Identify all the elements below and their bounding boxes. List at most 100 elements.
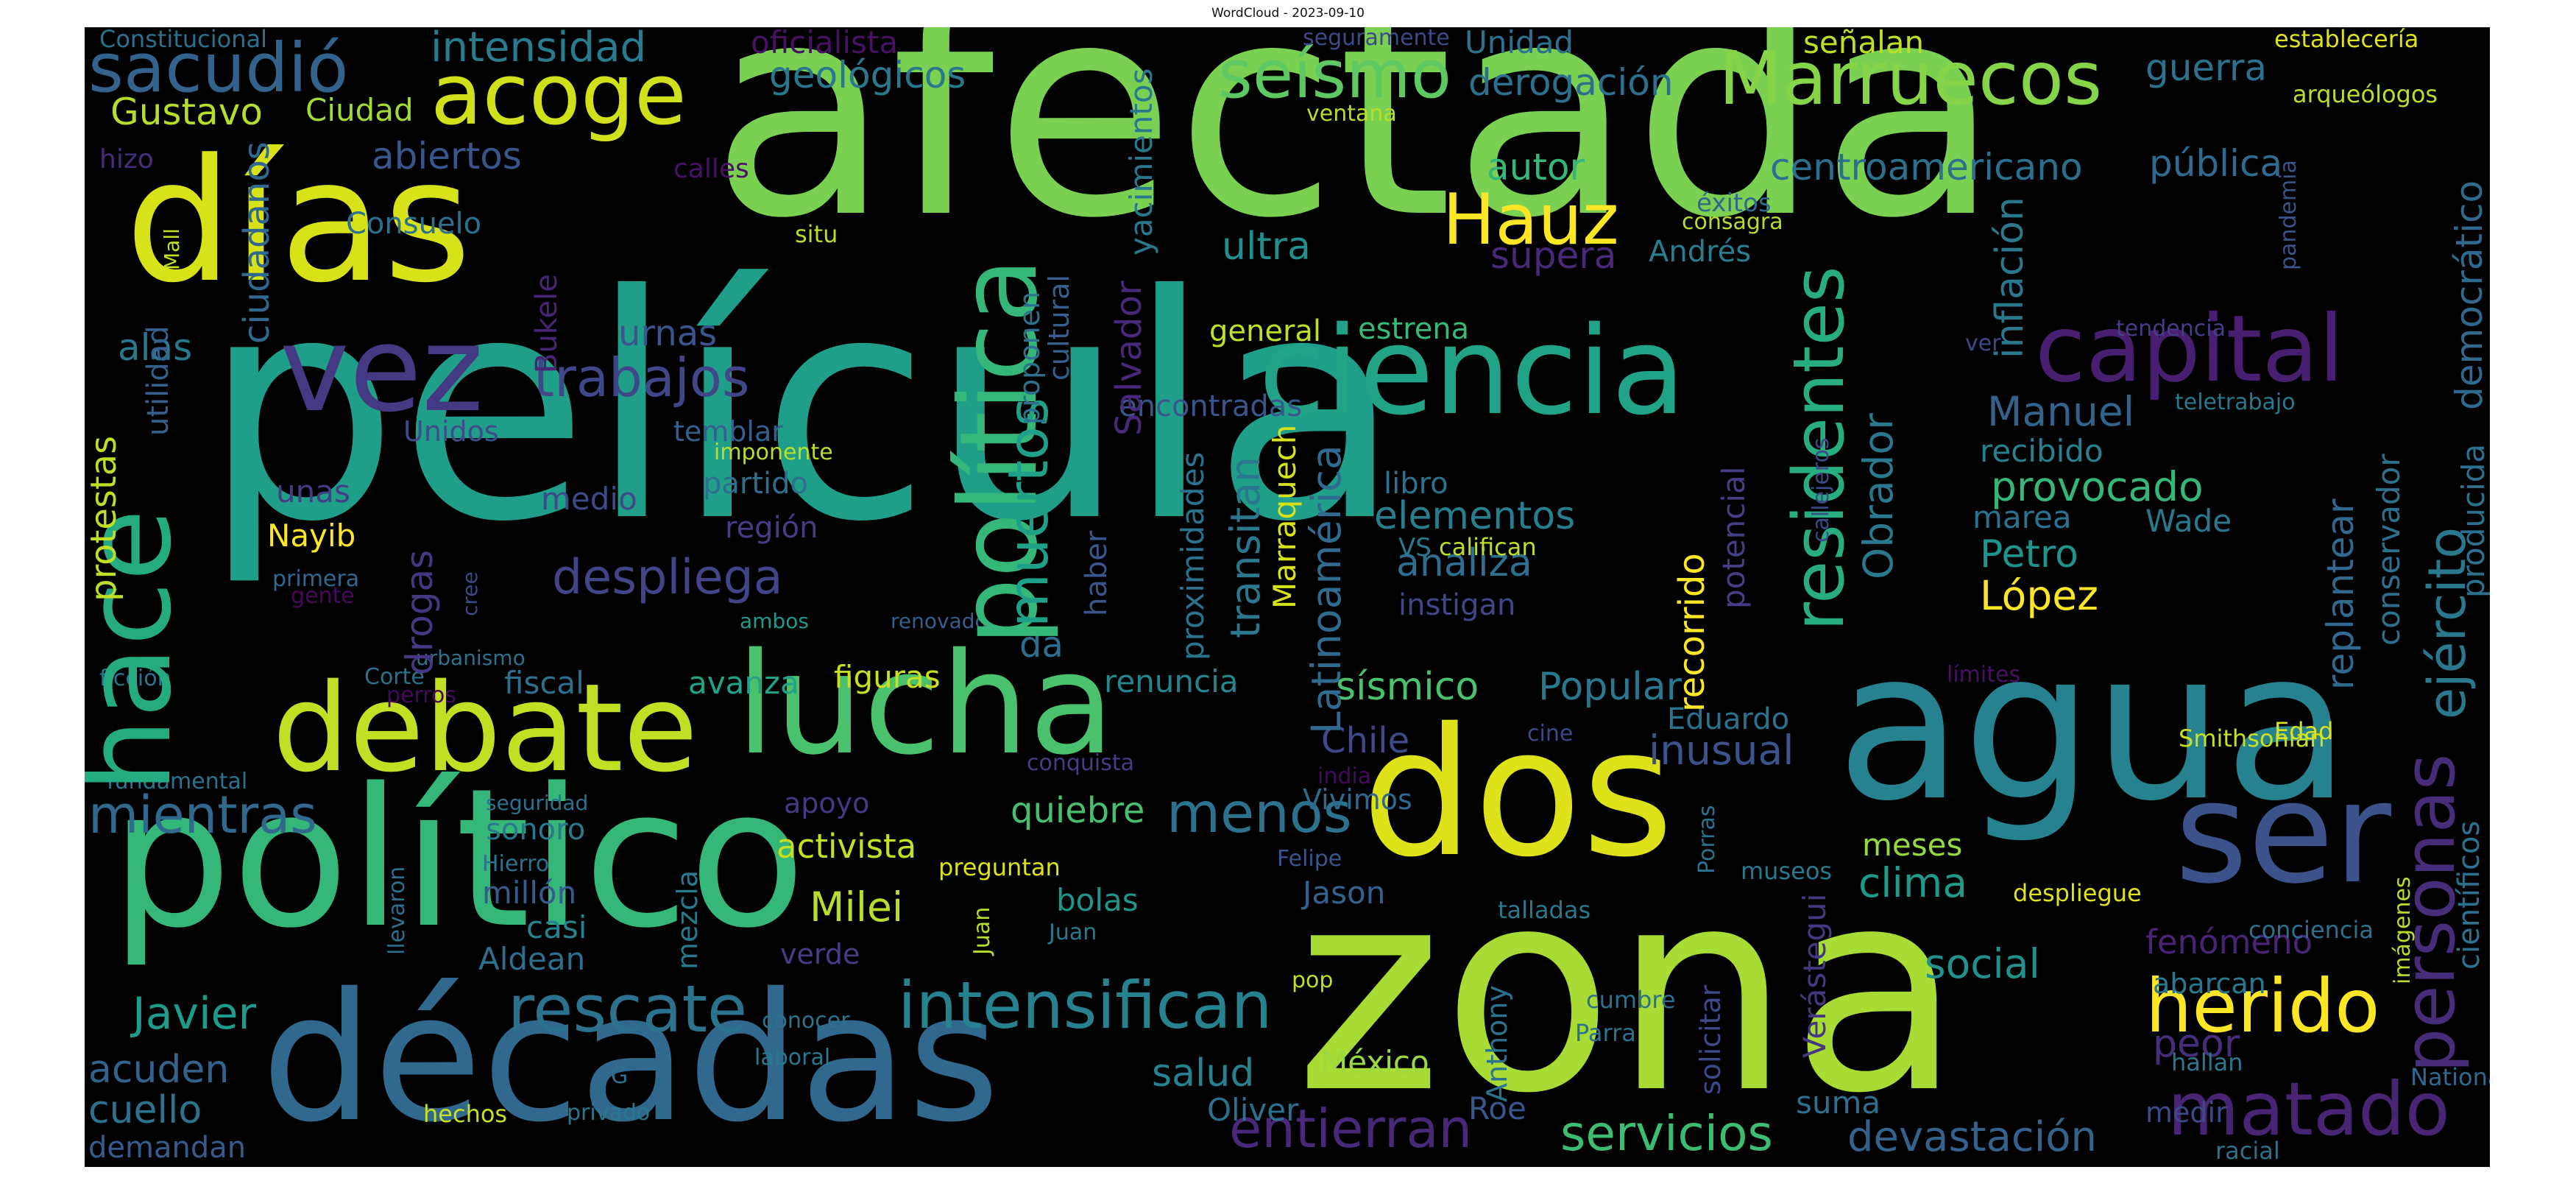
word-anthony: Verástegui	[1797, 893, 1833, 1058]
word-cientificos: científicos	[2452, 820, 2486, 970]
word-vez: vez	[280, 300, 484, 438]
word-seguramente: seguramente	[1303, 27, 1450, 51]
word-vivimos: india	[1317, 763, 1372, 789]
word-acoge: acoge	[431, 46, 687, 144]
word-fiscal: fiscal	[504, 665, 584, 701]
word-geologicos: geológicos	[769, 54, 966, 96]
word-wade: Wade	[2145, 503, 2232, 539]
word-eduardo: Eduardo	[1667, 702, 1790, 736]
word-ciudadanos: ciudadanos	[236, 141, 277, 344]
word-solicitar: conciencia	[2248, 916, 2374, 944]
word-matado: matado	[2168, 1066, 2450, 1152]
word-privado: G	[611, 1063, 629, 1089]
word-oficialista: oficialista	[751, 27, 899, 60]
word-andres: ultra	[1222, 225, 1312, 269]
word-verastegui: solicitar	[1694, 984, 1727, 1095]
word-provocado: provocado	[1991, 463, 2204, 510]
word-medio: medio	[541, 481, 637, 517]
word-potencial: recorrido	[1671, 553, 1713, 712]
word-pandemia: pandemia	[2276, 160, 2301, 270]
word-imponente: imponente	[714, 440, 833, 465]
word-despliegue: imágenes	[2390, 876, 2416, 984]
word-india: cine	[1527, 721, 1574, 747]
word-talladas: Anthony	[1481, 985, 1513, 1102]
word-haber: encontradas	[1119, 389, 1303, 423]
word-peor: peor	[2153, 1022, 2240, 1066]
word-region: región	[725, 511, 818, 545]
word-centroamericano: señalan	[1803, 27, 1925, 60]
word-instigan: potencial	[1716, 466, 1752, 609]
word-g: laboral	[754, 1045, 831, 1071]
word-proponen: Salvador	[1108, 281, 1150, 436]
word-museos: Porras	[1694, 805, 1720, 874]
word-fundamental: fundamental	[107, 769, 248, 794]
word-figuras: figuras	[834, 659, 941, 695]
word-da: da	[1019, 624, 1064, 666]
word-urbanismo: urbanismo	[416, 646, 526, 670]
word-consagra: consagra	[1682, 209, 1783, 235]
word-cultural: proponen	[1013, 291, 1046, 425]
word-clima: clima	[1858, 859, 1968, 906]
word-recibido: recibido	[1980, 433, 2103, 469]
word-corte: Corte	[364, 664, 425, 690]
word-manuel: Manuel	[1987, 388, 2134, 435]
word-primera: primera	[272, 566, 360, 592]
word-mall: Mall	[160, 228, 184, 270]
word-vs: VS	[1398, 533, 1432, 562]
word-renuncia: renuncia	[1104, 663, 1239, 699]
word-national: hallan	[2171, 1048, 2243, 1076]
word-tendencia: tendencia	[2116, 316, 2226, 342]
word-gente: gente	[291, 583, 355, 609]
word-lucha: lucha	[736, 623, 1115, 786]
word-menos: menos	[1167, 780, 1352, 845]
word-supera: autor	[1487, 146, 1585, 188]
word-chile: Chile	[1321, 720, 1410, 761]
word-bolas: bolas	[1056, 882, 1139, 918]
word-utilidad: utilidad	[141, 325, 175, 436]
word-guerra: pública	[2149, 142, 2283, 185]
word-social: social	[1925, 940, 2040, 987]
word-ficcion: ficción	[99, 666, 171, 691]
word-mexico: México	[1321, 1044, 1429, 1080]
word-imagenes: Edad	[2274, 717, 2334, 745]
word-estrena: general	[1209, 314, 1322, 348]
word-salud: salud	[1152, 1051, 1255, 1096]
word-llevaron: llevaron	[384, 866, 410, 955]
word-temblar: temblar	[673, 415, 783, 448]
word-inflacion: yacimientos	[1123, 68, 1159, 255]
word-marruecos: Marruecos	[1719, 35, 2103, 121]
word-general: éxitos	[1696, 188, 1772, 218]
word-autor: derogación	[1468, 61, 1674, 104]
word-perros: perros	[386, 683, 456, 708]
word-sonoro: sonoro	[486, 813, 586, 847]
word-renovado: renovado	[891, 609, 988, 633]
word-exitos: Andrés	[1649, 235, 1752, 269]
word-hizo: hizo	[99, 144, 154, 174]
word-popular: Popular	[1538, 665, 1682, 709]
word-servicios: servicios	[1560, 1105, 1773, 1162]
word-unas: unas	[276, 473, 350, 509]
word-fenomeno: fenómeno	[2145, 923, 2313, 962]
word-obrador: Obrador	[1855, 413, 1902, 579]
word-nayib: Nayib	[267, 518, 356, 554]
word-javier: Javier	[132, 988, 257, 1040]
word-smithsonian: límites	[1947, 662, 2021, 688]
word-consuelo: Consuelo	[346, 207, 482, 241]
word-casi: casi	[526, 909, 587, 945]
word-suma: suma	[1796, 1084, 1881, 1121]
word-recorrido: libro	[1384, 467, 1448, 501]
word-milei: Milei	[810, 884, 904, 931]
word-entierran: entierran	[1229, 1098, 1473, 1160]
word-seguridad: seguridad	[486, 791, 589, 815]
word-meses: meses	[1862, 827, 1963, 863]
word-lopez: López	[1980, 572, 2098, 619]
word-replantear: replantear	[2319, 498, 2362, 690]
word-juan: Juan	[969, 906, 995, 955]
word-agua: agua	[1836, 607, 2351, 847]
word-calles: calles	[673, 154, 749, 184]
word-ciencia: ciencia	[1259, 300, 1686, 442]
word-afectada: afectada	[710, 27, 2000, 283]
word-roe: Roe	[1468, 1090, 1526, 1126]
word-salvador: haber	[1080, 530, 1114, 616]
word-protestas: protestas	[85, 435, 124, 602]
